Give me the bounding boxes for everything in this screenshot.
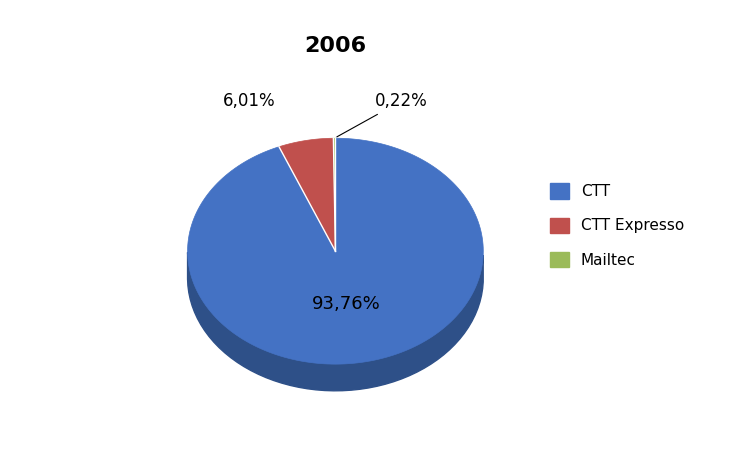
Polygon shape <box>279 138 335 251</box>
Text: 2006: 2006 <box>304 36 367 56</box>
Text: 6,01%: 6,01% <box>223 92 276 110</box>
Text: 93,76%: 93,76% <box>312 295 381 313</box>
Legend: CTT, CTT Expresso, Mailtec: CTT, CTT Expresso, Mailtec <box>544 177 691 274</box>
Polygon shape <box>187 138 483 364</box>
Polygon shape <box>187 253 483 391</box>
Polygon shape <box>334 138 335 251</box>
Text: 0,22%: 0,22% <box>337 92 428 137</box>
